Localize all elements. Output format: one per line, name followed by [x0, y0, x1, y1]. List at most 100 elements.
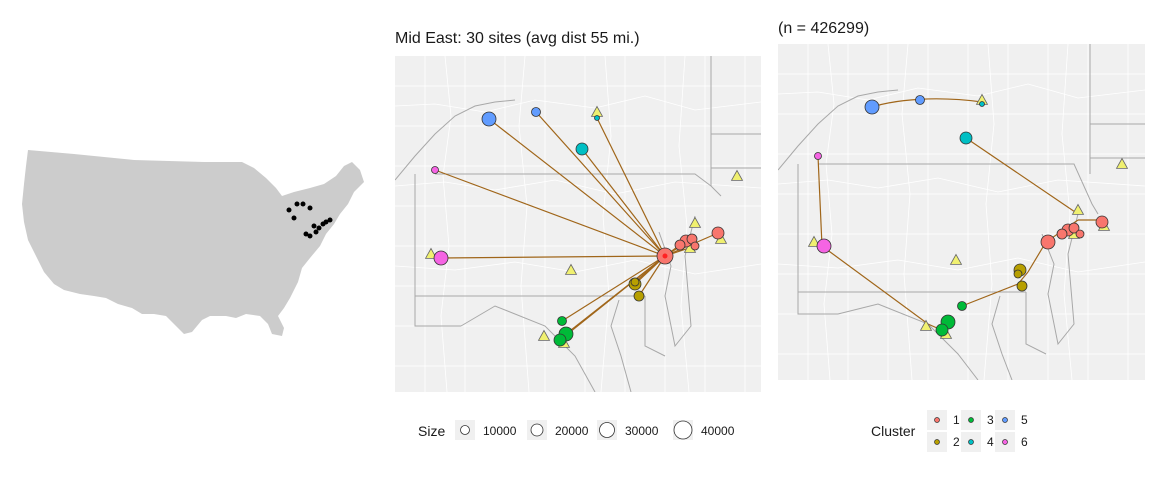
cluster-legend-dot [934, 439, 940, 445]
candidate-triangle [730, 169, 744, 181]
candidate-triangle [807, 235, 821, 247]
site-marker [1040, 234, 1056, 250]
cluster-legend-label: 2 [953, 435, 960, 449]
site-marker [814, 152, 822, 160]
ny-pa-border [435, 173, 722, 197]
right-map-title: (n = 426299) [778, 20, 870, 37]
chesapeake-shore [991, 295, 1013, 380]
candidate-triangle [688, 216, 702, 228]
size-legend-circle [460, 425, 470, 435]
site-marker [1095, 215, 1109, 229]
site-marker [915, 95, 925, 105]
route-line [440, 255, 666, 259]
nj-border [658, 215, 696, 348]
inset-dot [300, 201, 306, 207]
lake-erie-shore [395, 99, 516, 181]
cluster-legend-item: 2 [927, 432, 960, 452]
size-legend-label: 40000 [701, 424, 735, 438]
inset-dot [323, 219, 329, 225]
route-line [581, 148, 666, 257]
route-line [965, 137, 1079, 215]
left-site-markers [431, 107, 725, 347]
cluster-legend-dot [968, 417, 974, 423]
site-marker [531, 107, 541, 117]
state-borders [395, 56, 761, 392]
cluster-legend-title: Cluster [871, 423, 916, 439]
site-marker [957, 301, 967, 311]
left-route-lines [434, 111, 719, 341]
site-marker [575, 142, 589, 156]
site-marker [630, 277, 640, 287]
inset-dot [291, 215, 297, 221]
cluster-legend-item: 4 [961, 432, 994, 452]
size-legend-circle [599, 422, 615, 438]
cluster-legend-item: 5 [995, 410, 1028, 430]
left-map-panel [395, 56, 761, 392]
site-marker [959, 131, 973, 145]
left-candidate-triangles [424, 105, 744, 348]
cluster-legend-dot [1002, 439, 1008, 445]
route-line [559, 255, 666, 341]
lake-erie-shore [778, 89, 899, 171]
candidate-triangle [919, 319, 933, 331]
site-marker [557, 316, 567, 326]
right-route-lines [817, 98, 1104, 333]
cluster-legend: 1 2 3 4 5 6 [925, 410, 1065, 454]
size-legend-circle [673, 420, 693, 440]
us-landmass [22, 150, 364, 336]
delaware-border [644, 296, 666, 357]
candidate-triangle [1071, 203, 1085, 215]
cluster-legend-label: 1 [953, 413, 960, 427]
size-legend-item: 30000 [597, 420, 659, 440]
right-site-markers [814, 95, 1109, 337]
nj-border [1041, 213, 1079, 346]
site-marker [674, 239, 686, 251]
inset-dot [307, 205, 313, 211]
site-marker [594, 115, 600, 121]
site-marker [433, 250, 449, 266]
inset-dot [311, 223, 317, 229]
inset-dot [307, 233, 313, 239]
site-marker [1075, 229, 1085, 239]
cluster-legend-dot [934, 417, 940, 423]
size-legend-title: Size [418, 423, 446, 439]
chesapeake-shore [610, 299, 632, 392]
candidate-triangle [949, 253, 963, 265]
size-legend-item: 20000 [527, 420, 589, 440]
cluster-legend-label: 4 [987, 435, 994, 449]
site-marker [431, 166, 439, 174]
hub-center [662, 253, 668, 259]
ohio-pa-border [414, 174, 461, 327]
site-marker [816, 238, 832, 254]
inset-site-dots [286, 201, 333, 239]
site-marker [935, 323, 949, 337]
route-line [561, 255, 666, 322]
cluster-legend-label: 5 [1021, 413, 1028, 427]
size-legend-item: 40000 [673, 420, 735, 440]
inset-dot [303, 231, 309, 237]
site-marker [1013, 269, 1023, 279]
size-legend-label: 30000 [625, 424, 659, 438]
us-inset-map [22, 150, 364, 336]
md-va-border [460, 305, 596, 392]
candidate-triangle [424, 247, 438, 259]
delaware-border [1025, 292, 1047, 355]
ohio-pa-border [797, 164, 838, 315]
cluster-legend-dot [1002, 417, 1008, 423]
route-line [488, 118, 666, 257]
ny-pa-border [818, 163, 1099, 215]
size-legend: 10000 20000 30000 40000 [455, 415, 755, 445]
md-va-border [837, 303, 979, 380]
size-legend-label: 10000 [483, 424, 517, 438]
inset-dot [327, 217, 333, 223]
inset-dot [286, 207, 292, 213]
site-marker [1016, 280, 1028, 292]
cluster-legend-label: 6 [1021, 435, 1028, 449]
site-marker [553, 333, 567, 347]
cluster-legend-label: 3 [987, 413, 994, 427]
inset-dot [313, 229, 319, 235]
inset-dot [316, 225, 322, 231]
cluster-legend-dot [968, 439, 974, 445]
site-marker [979, 101, 985, 107]
inset-dot [294, 201, 300, 207]
